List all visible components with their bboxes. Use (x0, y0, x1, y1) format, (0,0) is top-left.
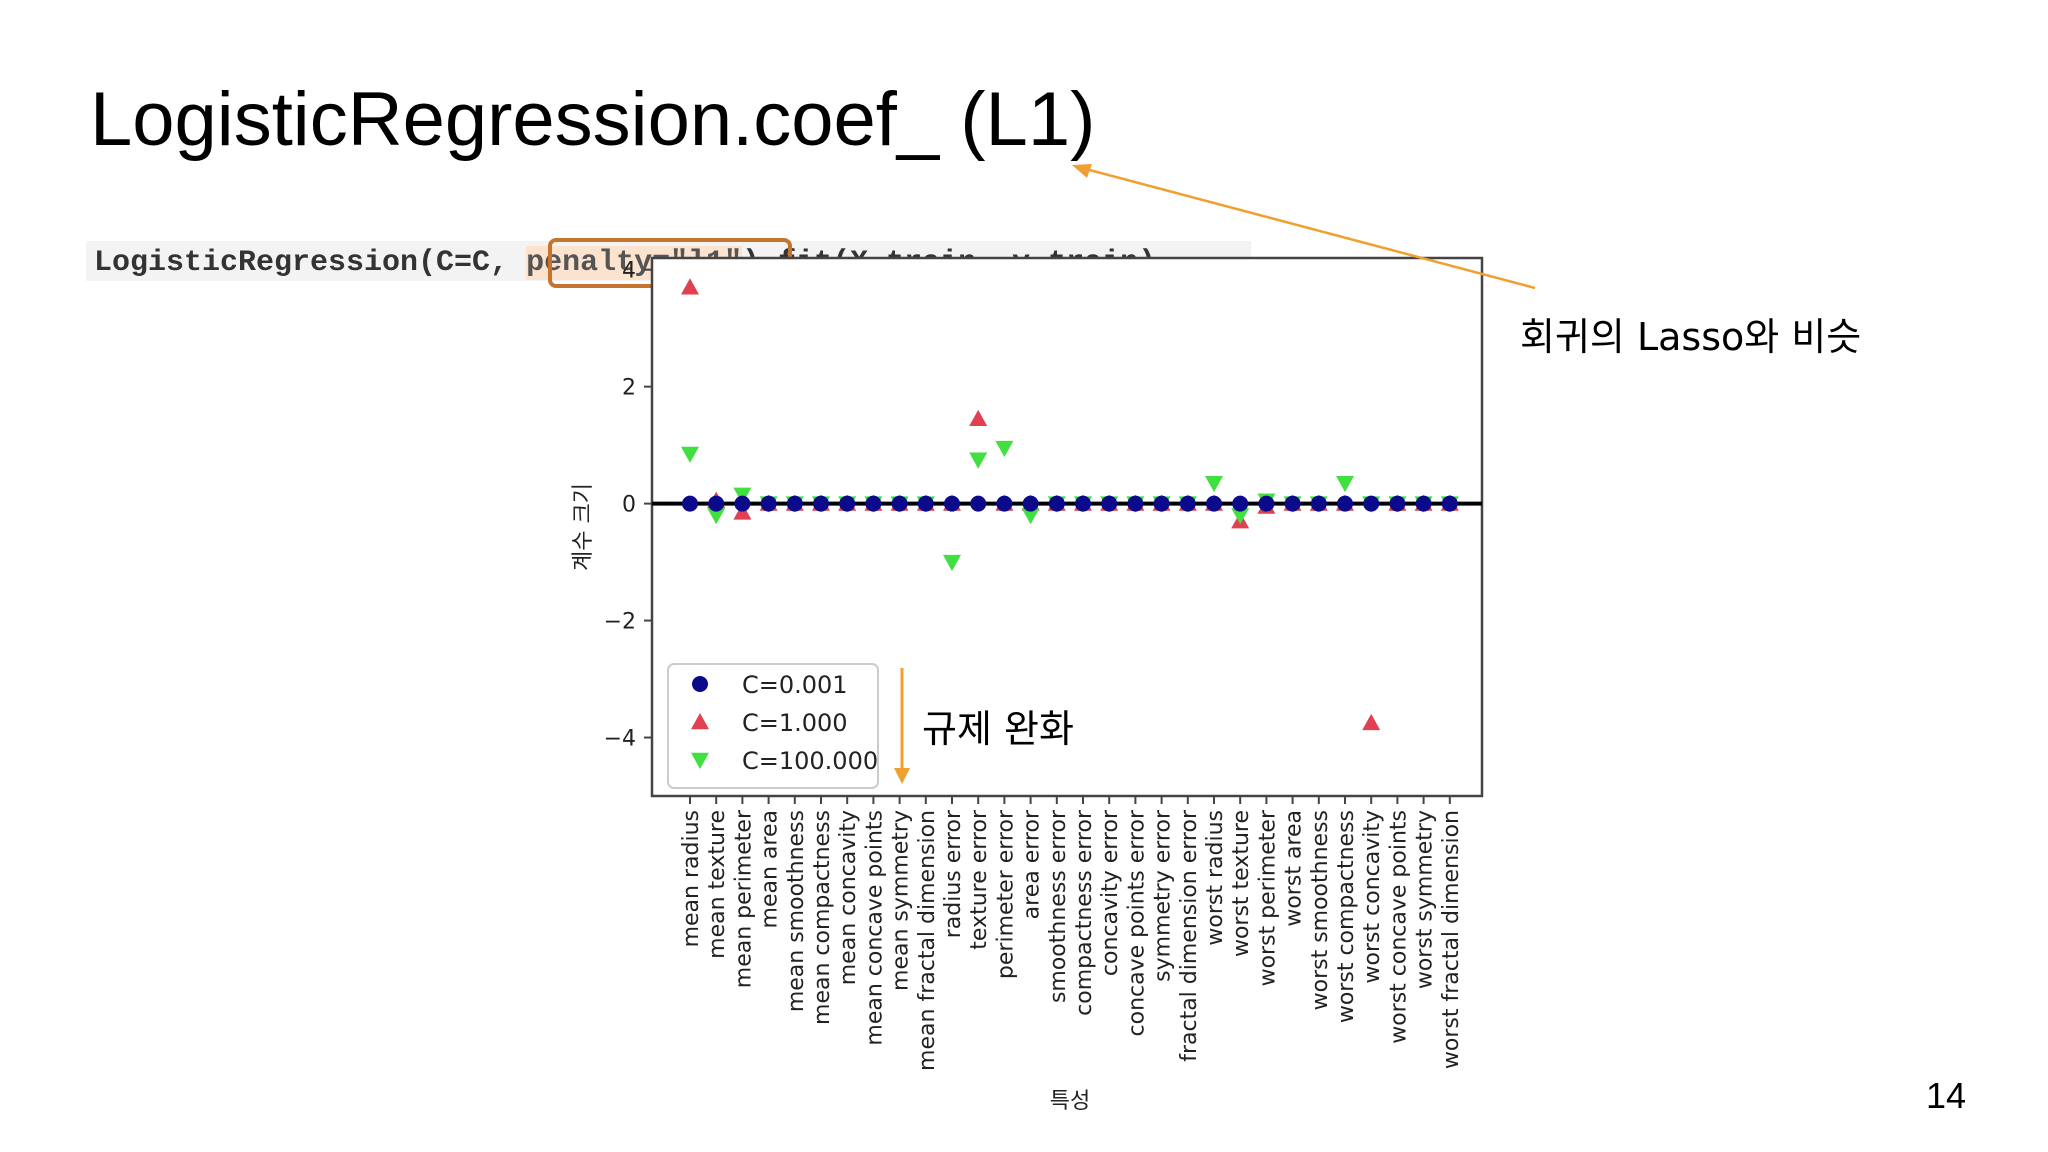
y-tick-label: 0 (622, 493, 636, 518)
data-point-c1000 (969, 409, 988, 427)
data-point-c0001 (682, 495, 698, 512)
y-axis-title: 계수 크기 (571, 483, 596, 571)
data-point-c0001 (970, 495, 987, 512)
data-point-c1000 (1362, 713, 1381, 731)
data-point-c0001 (944, 495, 960, 512)
regularization-arrow-head (894, 768, 910, 784)
x-tick-label: worst symmetry (1413, 810, 1438, 989)
x-tick-label: worst perimeter (1255, 809, 1280, 986)
plot-area: 4 2 0 −2 −4 mean radius mean texture mean perim… (571, 164, 1536, 1114)
data-point-c0001 (1127, 495, 1144, 512)
x-tick-label: mean area (758, 810, 783, 928)
data-point-c0001 (1232, 495, 1249, 512)
data-point-c0001 (891, 495, 908, 512)
lasso-arrow-line (1081, 166, 1536, 290)
regularization-annotation: 규제 완화 (922, 707, 1074, 751)
data-point-c0001 (1337, 495, 1353, 512)
legend-label: C=100.000 (742, 747, 878, 775)
data-point-c0001 (786, 495, 803, 512)
data-point-c0001 (1258, 495, 1275, 512)
x-tick-label: symmetry error (1151, 809, 1176, 982)
annotation-arrows (894, 164, 1536, 784)
x-tick-label: fractal dimension error (1177, 809, 1202, 1062)
x-tick-label: worst concavity (1360, 810, 1385, 983)
data-point-c0001 (734, 495, 751, 512)
legend-marker (691, 713, 709, 730)
data-point-c0001 (708, 495, 725, 512)
x-tick-label: worst area (1282, 810, 1307, 927)
x-tick-label: worst texture (1229, 810, 1254, 957)
data-point-c0001 (813, 495, 829, 512)
data-point-c0001 (1179, 495, 1196, 512)
lasso-annotation: 회귀의 Lasso와 비슷 (1520, 315, 1862, 359)
x-tick-label: worst fractal dimension (1439, 810, 1464, 1069)
lasso-arrow-head (1072, 164, 1092, 178)
data-point-c0001 (1048, 495, 1065, 512)
x-tick-label: smoothness error (1046, 809, 1071, 1003)
data-point-c0001 (1206, 495, 1222, 512)
x-axis-title: 특성 (1050, 1089, 1090, 1114)
x-tick-label: mean radius (679, 810, 704, 947)
data-point-c0001 (760, 495, 777, 512)
data-point-c0001 (917, 495, 934, 512)
legend-box (667, 663, 879, 789)
data-point-c0001 (1363, 495, 1380, 512)
y-tick-label: 4 (622, 259, 636, 284)
legend: C=0.001 C=1.000 C=100.000 (667, 663, 879, 789)
data-point-c100000 (1205, 475, 1223, 493)
x-tick-label: mean concave points (862, 810, 887, 1046)
data-point-c0001 (1075, 495, 1091, 512)
data-point-c100000 (969, 452, 988, 469)
x-tick-label: worst smoothness (1308, 810, 1333, 1010)
legend-label: C=1.000 (742, 709, 848, 737)
x-tick-label: concavity error (1098, 809, 1123, 976)
x-tick-label: mean perimeter (731, 809, 756, 988)
x-tick-label: concave points error (1124, 809, 1149, 1036)
code-prefix: LogisticRegression(C=C, (94, 246, 527, 280)
data-point-c0001 (1101, 495, 1118, 512)
data-point-c0001 (1441, 495, 1458, 512)
x-tick-label: mean texture (705, 810, 730, 959)
x-tick-label: worst compactness (1334, 810, 1359, 1023)
slide-title: LogisticRegression.coef_ (L1) (90, 77, 1096, 162)
data-point-c100000 (681, 446, 699, 463)
legend-label: C=0.001 (742, 671, 848, 699)
data-point-c100000 (943, 554, 961, 572)
data-point-c0001 (1284, 495, 1301, 512)
data-point-c0001 (1415, 495, 1432, 512)
legend-marker (691, 752, 709, 769)
data-point-c0001 (996, 495, 1013, 512)
data-point-c100000 (1336, 475, 1354, 493)
x-tick-label: radius error (941, 809, 966, 938)
data-point-c0001 (1310, 495, 1327, 512)
x-tick-label: worst concave points (1386, 810, 1411, 1044)
x-tick-label: compactness error (1072, 809, 1097, 1016)
data-point-c0001 (1153, 495, 1170, 512)
x-tick-label: mean smoothness (784, 810, 809, 1012)
data-point-c1000 (681, 278, 699, 295)
page-number: 14 (1926, 1075, 1967, 1116)
legend-marker (692, 676, 708, 692)
data-point-c100000 (995, 440, 1014, 458)
data-point-c100000 (707, 508, 726, 525)
data-point-c100000 (1231, 508, 1250, 525)
x-tick-label: texture error (967, 809, 992, 950)
x-tick-label: area error (1020, 809, 1045, 919)
y-tick-label: 2 (622, 376, 636, 401)
data-point-c0001 (1389, 495, 1406, 512)
x-tick-label: mean concavity (836, 810, 861, 985)
x-tick-label: mean compactness (810, 810, 835, 1025)
data-point-c0001 (839, 495, 856, 512)
x-tick-label: mean fractal dimension (915, 810, 940, 1071)
x-tick-label: perimeter error (993, 809, 1018, 979)
y-tick-label: −2 (604, 610, 636, 635)
data-point-c100000 (1021, 508, 1040, 525)
data-point-c0001 (865, 495, 882, 512)
y-tick-label: −4 (604, 727, 636, 752)
data-point-c0001 (1022, 495, 1039, 512)
x-tick-label: worst radius (1203, 810, 1228, 946)
x-tick-label: mean symmetry (889, 810, 914, 991)
